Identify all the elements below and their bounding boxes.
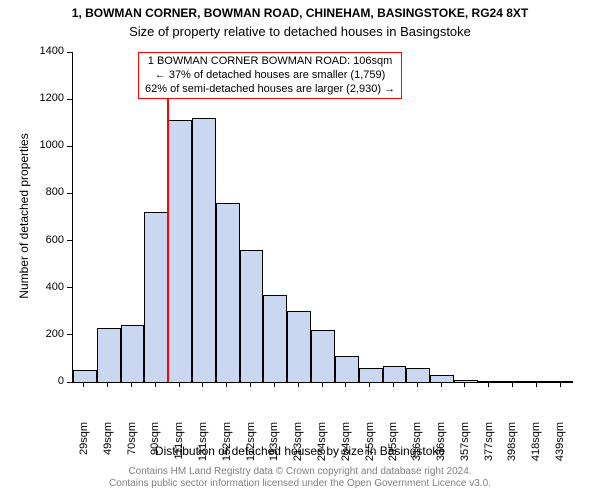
x-tick-label: 439sqm [554,422,566,482]
x-tick-mark [274,382,275,387]
x-tick-mark [179,382,180,387]
x-tick-label: 234sqm [316,422,328,482]
x-tick-mark [298,382,299,387]
x-tick-label: 131sqm [197,422,209,482]
x-tick-label: 418sqm [530,422,542,482]
x-tick-label: 111sqm [173,422,185,482]
x-tick-mark [322,382,323,387]
x-tick-label: 172sqm [245,422,257,482]
y-tick-label: 1400 [24,45,64,57]
y-tick-label: 800 [24,186,64,198]
y-tick-mark [67,334,72,335]
histogram-bar [240,250,264,382]
y-tick-label: 1000 [24,139,64,151]
histogram-bar [478,381,502,382]
histogram-bar [144,212,168,382]
x-tick-mark [488,382,489,387]
x-tick-label: 90sqm [149,422,161,482]
x-tick-mark [393,382,394,387]
x-tick-mark [83,382,84,387]
legend-line-2: ← 37% of detached houses are smaller (1,… [145,69,395,83]
x-tick-mark [464,382,465,387]
histogram-bar [359,368,383,382]
histogram-bar [383,366,407,383]
histogram-bar [430,375,454,382]
histogram-bar [97,328,121,382]
y-tick-mark [67,240,72,241]
legend-box: 1 BOWMAN CORNER BOWMAN ROAD: 106sqm ← 37… [138,52,402,99]
x-tick-label: 316sqm [411,422,423,482]
x-tick-mark [345,382,346,387]
x-tick-label: 398sqm [506,422,518,482]
reference-line [167,52,169,382]
y-tick-mark [67,287,72,288]
x-tick-mark [202,382,203,387]
x-tick-mark [417,382,418,387]
x-tick-mark [107,382,108,387]
y-tick-mark [67,146,72,147]
chart-plot-area [72,52,573,383]
x-tick-label: 70sqm [126,422,138,482]
y-tick-label: 0 [24,375,64,387]
histogram-bar [192,118,216,382]
x-tick-label: 193sqm [268,422,280,482]
histogram-bar [216,203,240,382]
x-tick-label: 377sqm [483,422,495,482]
x-tick-label: 336sqm [435,422,447,482]
title-address: 1, BOWMAN CORNER, BOWMAN ROAD, CHINEHAM,… [0,6,600,20]
x-tick-label: 29sqm [78,422,90,482]
x-tick-label: 213sqm [292,422,304,482]
legend-line-3: 62% of semi-detached houses are larger (… [145,83,395,97]
x-tick-label: 152sqm [221,422,233,482]
histogram-bar [549,381,573,382]
x-tick-mark [131,382,132,387]
histogram-bar [121,325,145,382]
x-tick-mark [441,382,442,387]
y-tick-label: 200 [24,328,64,340]
x-tick-mark [512,382,513,387]
x-tick-label: 275sqm [364,422,376,482]
histogram-bar [502,381,526,382]
y-tick-mark [67,99,72,100]
y-tick-label: 1200 [24,92,64,104]
x-tick-mark [226,382,227,387]
histogram-bar [168,120,192,382]
x-tick-label: 49sqm [102,422,114,482]
y-tick-label: 600 [24,234,64,246]
x-tick-label: 295sqm [387,422,399,482]
x-tick-mark [155,382,156,387]
legend-line-1: 1 BOWMAN CORNER BOWMAN ROAD: 106sqm [145,55,395,69]
histogram-bar [73,370,97,382]
x-tick-mark [536,382,537,387]
histogram-bar [287,311,311,382]
y-tick-mark [67,193,72,194]
histogram-bar [263,295,287,382]
title-subtitle: Size of property relative to detached ho… [0,24,600,39]
histogram-bar [454,380,478,382]
x-tick-mark [369,382,370,387]
x-tick-mark [560,382,561,387]
histogram-bar [525,381,549,382]
x-tick-mark [250,382,251,387]
y-tick-mark [67,52,72,53]
x-tick-label: 357sqm [459,422,471,482]
y-tick-label: 400 [24,281,64,293]
histogram-bar [335,356,359,382]
histogram-bar [311,330,335,382]
x-tick-label: 254sqm [340,422,352,482]
histogram-bar [406,368,430,382]
y-tick-mark [67,382,72,383]
